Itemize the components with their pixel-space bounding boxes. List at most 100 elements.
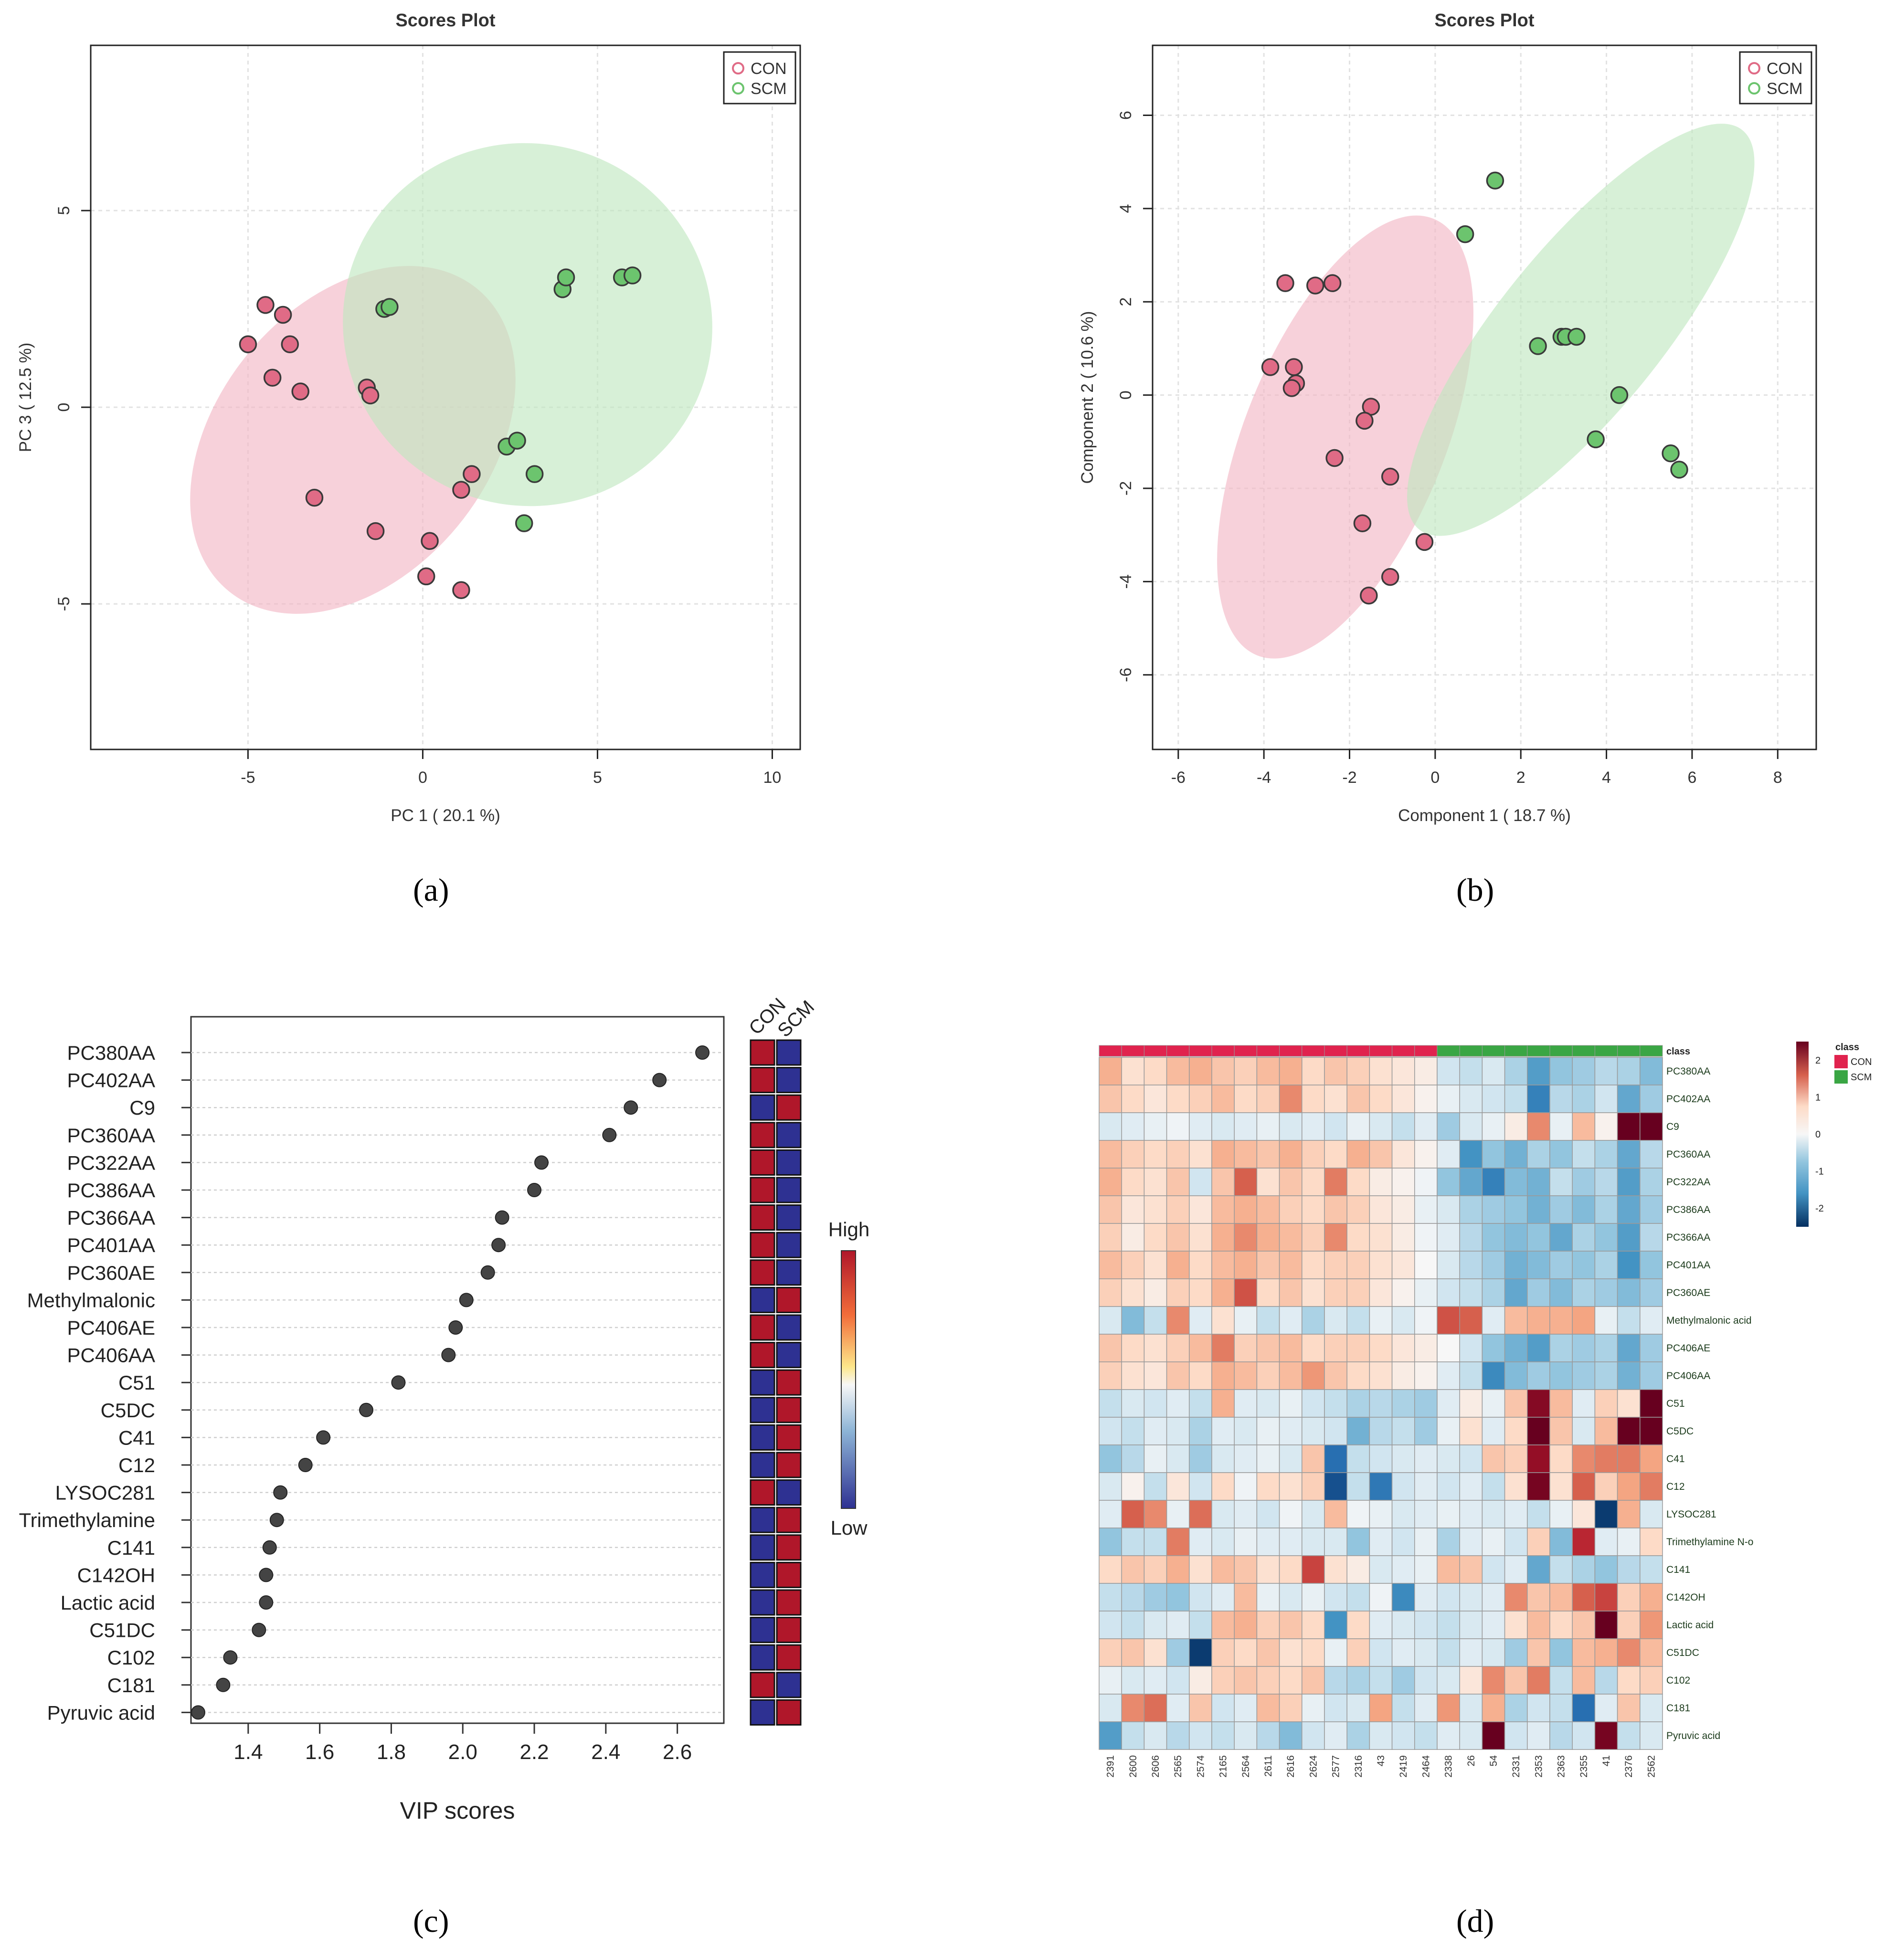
heatmap-cell bbox=[1346, 1389, 1370, 1418]
heatmap-cell bbox=[1459, 1140, 1483, 1169]
heatmap-cell bbox=[1504, 1611, 1528, 1639]
row-label: PC360AA bbox=[1666, 1149, 1710, 1160]
class-bar-cell bbox=[1144, 1045, 1167, 1057]
heatmap-cell bbox=[1640, 1721, 1663, 1750]
heatmap-cell bbox=[1121, 1472, 1145, 1501]
heatmap-cell bbox=[1099, 1251, 1122, 1279]
heatmap-cell bbox=[1256, 1583, 1280, 1612]
vip-point bbox=[480, 1265, 495, 1280]
point-con bbox=[1353, 514, 1372, 532]
legend-label-scm: SCM bbox=[1851, 1072, 1872, 1083]
feature-label: C142OH bbox=[77, 1564, 155, 1586]
heatmap-cell bbox=[1391, 1528, 1415, 1556]
heatmap-cell bbox=[1482, 1555, 1505, 1584]
heatmap-cell bbox=[1099, 1666, 1122, 1695]
legend-label-con: CON bbox=[1851, 1057, 1872, 1067]
heatmap-cell bbox=[1640, 1168, 1663, 1196]
heatmap-cell bbox=[1482, 1444, 1505, 1473]
y-tick-label: 2 bbox=[1117, 297, 1135, 306]
heatmap-cell bbox=[1211, 1721, 1235, 1750]
feature-label: C41 bbox=[118, 1426, 155, 1449]
heatmap-cell bbox=[1640, 1057, 1663, 1085]
chart-title: Scores Plot bbox=[1434, 11, 1534, 31]
point-scm bbox=[1670, 461, 1688, 479]
heatmap-cell bbox=[1549, 1444, 1573, 1473]
heatmap-cell bbox=[1482, 1417, 1505, 1445]
y-axis-label: PC 3 ( 12.5 %) bbox=[16, 343, 35, 453]
heatmap-cell bbox=[1189, 1334, 1212, 1362]
heatmap-cell bbox=[1234, 1472, 1258, 1501]
heatmap-cell bbox=[1414, 1638, 1438, 1667]
heatmap-cell bbox=[1211, 1334, 1235, 1362]
vip-point bbox=[259, 1595, 274, 1610]
vip-point bbox=[441, 1348, 456, 1362]
heatmap-cell bbox=[1144, 1085, 1167, 1113]
heatmap-cell bbox=[1414, 1666, 1438, 1695]
heatmap-cell bbox=[1437, 1334, 1460, 1362]
legend-swatch-scm bbox=[1834, 1070, 1848, 1084]
heatmap-cell bbox=[1279, 1555, 1303, 1584]
heatmap-cell bbox=[1437, 1168, 1460, 1196]
feature-label: PC360AE bbox=[67, 1262, 155, 1284]
heatmap-cell bbox=[1527, 1611, 1550, 1639]
heatmap-cell bbox=[1482, 1112, 1505, 1141]
point-scm bbox=[557, 268, 575, 286]
point-scm bbox=[508, 432, 526, 450]
row-label: C51 bbox=[1666, 1398, 1685, 1409]
group-cell-con bbox=[750, 1122, 775, 1149]
legend-title: class bbox=[1835, 1042, 1859, 1053]
group-cell-con bbox=[750, 1342, 775, 1369]
feature-label: C5DC bbox=[101, 1399, 155, 1422]
heatmap-cell bbox=[1121, 1389, 1145, 1418]
heatmap-cell bbox=[1279, 1528, 1303, 1556]
heatmap-cell bbox=[1166, 1140, 1190, 1169]
heatmap-cell bbox=[1640, 1389, 1663, 1418]
heatmap-cell bbox=[1211, 1195, 1235, 1224]
feature-label: PC406AA bbox=[67, 1344, 155, 1367]
x-tick-label: 4 bbox=[1602, 769, 1611, 787]
heatmap-cell bbox=[1256, 1444, 1280, 1473]
class-bar-cell bbox=[1166, 1045, 1190, 1057]
x-tick-label: -4 bbox=[1257, 769, 1271, 787]
heatmap-cell bbox=[1256, 1389, 1280, 1418]
row-label: Pyruvic acid bbox=[1666, 1730, 1720, 1741]
heatmap-cell bbox=[1640, 1140, 1663, 1169]
row-label: C5DC bbox=[1666, 1426, 1694, 1437]
heatmap-cell bbox=[1099, 1555, 1122, 1584]
heatmap-cell bbox=[1099, 1334, 1122, 1362]
heatmap-cell bbox=[1346, 1140, 1370, 1169]
group-cell-scm bbox=[776, 1204, 802, 1231]
heatmap-cell bbox=[1121, 1223, 1145, 1252]
heatmap-cell bbox=[1189, 1611, 1212, 1639]
heatmap-cell bbox=[1482, 1583, 1505, 1612]
x-tick-label: 0 bbox=[418, 769, 427, 787]
heatmap-cell bbox=[1099, 1528, 1122, 1556]
feature-label: C141 bbox=[107, 1537, 155, 1559]
heatmap-cell bbox=[1482, 1278, 1505, 1307]
heatmap-cell bbox=[1346, 1361, 1370, 1390]
heatmap-cell bbox=[1527, 1085, 1550, 1113]
heatmap-cell bbox=[1437, 1611, 1460, 1639]
column-label: 2363 bbox=[1556, 1755, 1567, 1778]
vip-point bbox=[391, 1375, 406, 1390]
heatmap-cell bbox=[1166, 1472, 1190, 1501]
heatmap-cell bbox=[1572, 1195, 1596, 1224]
heatmap-cell bbox=[1549, 1140, 1573, 1169]
heatmap-cell bbox=[1189, 1278, 1212, 1307]
heatmap-cell bbox=[1504, 1472, 1528, 1501]
colorbar bbox=[1796, 1042, 1809, 1227]
heatmap-cell bbox=[1189, 1638, 1212, 1667]
class-bar-cell bbox=[1302, 1045, 1325, 1057]
row-label: PC386AA bbox=[1666, 1204, 1710, 1215]
heatmap-cell bbox=[1369, 1085, 1393, 1113]
heatmap-cell bbox=[1594, 1168, 1618, 1196]
heatmap-cell bbox=[1391, 1306, 1415, 1335]
heatmap-cell bbox=[1144, 1721, 1167, 1750]
column-label: 43 bbox=[1376, 1755, 1387, 1766]
heatmap-cell bbox=[1549, 1389, 1573, 1418]
heatmap-cell bbox=[1369, 1500, 1393, 1528]
group-cell-con bbox=[750, 1369, 775, 1396]
heatmap-cell bbox=[1234, 1555, 1258, 1584]
heatmap-cell bbox=[1437, 1389, 1460, 1418]
heatmap-cell bbox=[1549, 1417, 1573, 1445]
